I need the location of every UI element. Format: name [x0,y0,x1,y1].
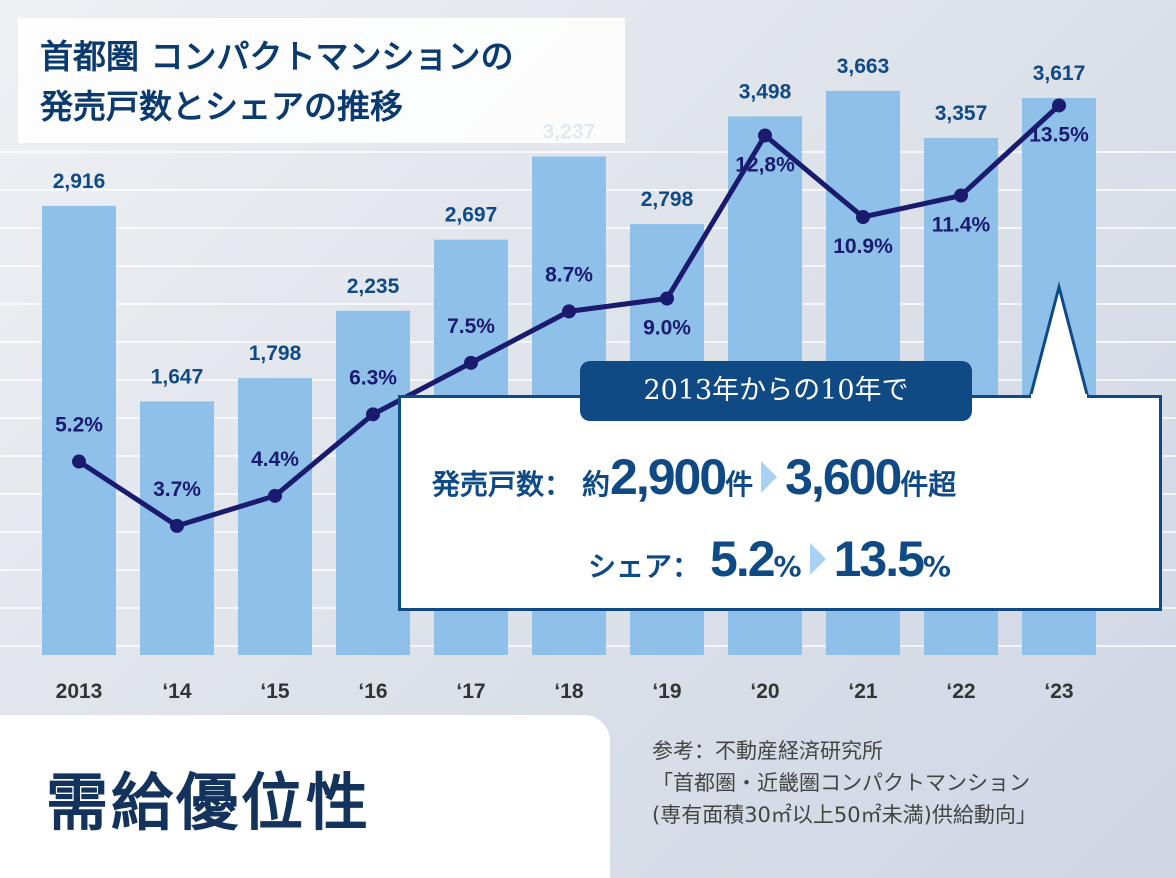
units-row: 発売戸数： 約 2,900 件 3,600 件超 [432,448,956,506]
x-tick-label: ‘14 [162,680,192,703]
x-tick-label: ‘17 [456,680,485,703]
bar-value-label: 3,663 [837,55,890,78]
percent: % [922,550,951,583]
share-value-label: 10.9% [833,235,893,258]
summary-callout [398,395,1162,611]
from-units: 2,900 [610,449,727,505]
units-label: 発売戸数： [432,468,573,501]
unit-over: 件超 [900,468,957,501]
x-tick-label: ‘16 [358,680,387,703]
title-line-1: 首都圏 コンパクトマンションの [40,37,514,76]
share-value-label: 8.7% [545,263,593,286]
source-line-1: 参考：不動産経済研究所 [652,739,883,763]
x-tick-label: ‘22 [946,680,975,703]
share-value-label: 11.4% [932,214,991,237]
to-units: 3,600 [785,449,902,505]
bar-value-label: 2,798 [641,188,694,211]
bar [336,310,410,655]
bar-value-label: 2,916 [53,170,106,193]
headline-panel [0,715,610,878]
share-value-label: 12,8% [735,153,795,176]
share-value-label: 7.5% [447,315,495,338]
bar-value-label: 3,357 [935,102,988,125]
x-tick-label: ‘15 [260,680,290,703]
bar-value-label: 2,697 [445,204,498,227]
approx-label: 約 [582,468,611,501]
bar-value-label: 1,798 [249,342,302,365]
share-point [562,304,576,319]
x-tick-label: ‘18 [554,680,584,703]
share-point [856,209,870,224]
from-share: 5.2 [710,531,776,587]
share-point [464,355,478,370]
arrow-right-icon [809,543,826,575]
percent: % [773,550,802,583]
x-tick-label: 2013 [56,680,103,703]
x-tick-label: ‘23 [1044,680,1073,703]
share-point [1052,98,1066,113]
share-row: シェア： 5.2 % 13.5 % [588,530,951,588]
share-value-label: 9.0% [643,317,691,340]
share-value-label: 3.7% [153,478,201,501]
callout-header: 2013年からの10年で [580,361,972,421]
share-point [72,454,86,469]
share-point [758,128,772,143]
bar [238,378,312,655]
headline: 需給優位性 [46,766,372,839]
bar-value-label: 3,498 [739,80,792,103]
arrow-right-icon [761,461,778,493]
chart-title: 首都圏 コンパクトマンションの 発売戸数とシェアの推移 [18,18,625,143]
bar-value-label: 1,647 [151,365,204,388]
bar-value-label: 3,617 [1033,62,1086,85]
bar [42,205,116,655]
x-tick-label: ‘19 [652,680,681,703]
x-tick-label: ‘20 [750,680,779,703]
share-value-label: 4.4% [251,448,299,471]
share-label: シェア： [588,550,701,583]
share-value-label: 6.3% [349,366,397,389]
title-line-2: 発売戸数とシェアの推移 [40,87,403,126]
source-line-2: 「首都圏・近畿圏コンパクトマンション [652,771,1030,795]
share-point [268,488,282,503]
source-line-3: (専有面積30㎡以上50㎡未満)供給動向」 [652,803,1037,827]
share-point [660,291,674,306]
source-note: 参考：不動産経済研究所 「首都圏・近畿圏コンパクトマンション (専有面積30㎡以… [652,735,1037,831]
bar-value-label: 2,235 [347,275,400,298]
x-tick-label: ‘21 [848,680,878,703]
callout-tail-mask [1031,394,1087,400]
share-point [170,518,184,533]
to-share: 13.5 [833,531,925,587]
share-point [954,188,968,203]
share-value-label: 13.5% [1029,123,1089,146]
share-point [366,407,380,422]
share-value-label: 5.2% [55,414,103,437]
unit: 件 [725,468,754,501]
